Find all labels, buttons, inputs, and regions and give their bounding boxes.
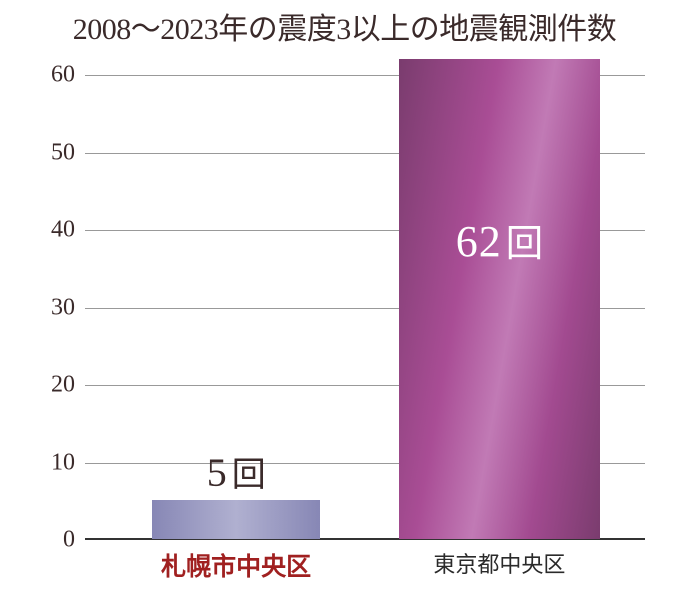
chart-title: 2008〜2023年の震度3以上の地震観測件数 <box>0 4 689 48</box>
bar-value-label: 5回 <box>207 447 266 496</box>
ytick-label: 10 <box>51 449 75 476</box>
plot-area: 01020304050605回札幌市中央区62回東京都中央区 <box>85 60 645 540</box>
category-label: 札幌市中央区 <box>161 547 311 583</box>
ytick-label: 50 <box>51 139 75 166</box>
ytick-label: 0 <box>63 527 75 554</box>
bar-value-label: 62回 <box>456 213 543 267</box>
bar: 5回札幌市中央区 <box>152 500 320 539</box>
ytick-label: 30 <box>51 294 75 321</box>
category-label: 東京都中央区 <box>433 547 565 579</box>
earthquake-bar-chart: 2008〜2023年の震度3以上の地震観測件数 01020304050605回札… <box>0 0 689 596</box>
ytick-label: 20 <box>51 372 75 399</box>
bar: 62回東京都中央区 <box>399 59 601 539</box>
ytick-label: 40 <box>51 217 75 244</box>
ytick-label: 60 <box>51 62 75 89</box>
